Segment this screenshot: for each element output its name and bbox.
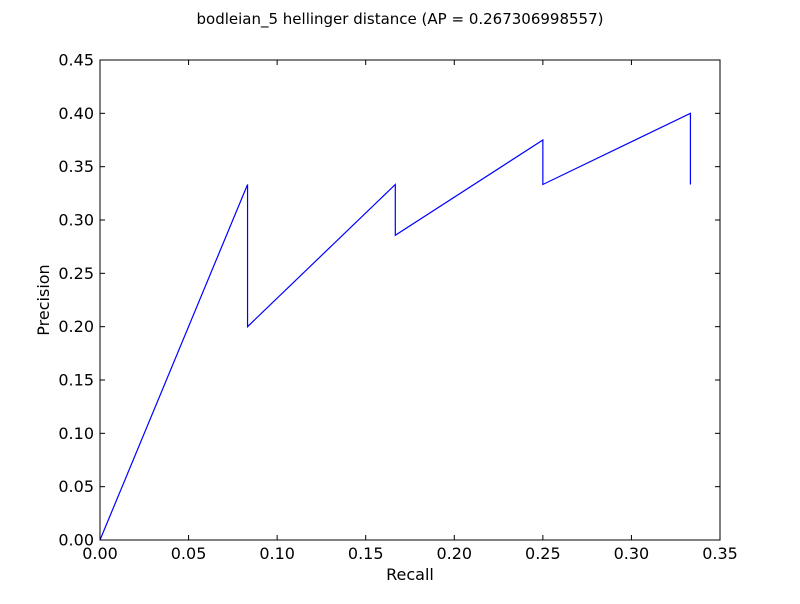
- y-tick-label: 0.35: [58, 157, 94, 176]
- y-tick-label: 0.15: [58, 371, 94, 390]
- x-tick-label: 0.10: [259, 544, 295, 563]
- chart-title: bodleian_5 hellinger distance (AP = 0.26…: [197, 10, 604, 29]
- x-tick-label: 0.20: [436, 544, 472, 563]
- x-tick-label: 0.00: [82, 544, 118, 563]
- y-tick-label: 0.45: [58, 51, 94, 70]
- y-tick-label: 0.00: [58, 531, 94, 550]
- y-tick-label: 0.40: [58, 104, 94, 123]
- y-tick-label: 0.05: [58, 477, 94, 496]
- x-axis-label: Recall: [386, 565, 434, 584]
- x-tick-label: 0.30: [614, 544, 650, 563]
- plot-frame: [99, 59, 721, 541]
- y-tick-label: 0.30: [58, 211, 94, 230]
- y-axis-label: Precision: [34, 264, 53, 335]
- plot-area: 0.00 0.05 0.10 0.15 0.20 0.25 0.30 0.35 0.00 0.05…: [58, 51, 737, 564]
- x-tick-label: 0.15: [348, 544, 384, 563]
- x-tick-label: 0.05: [171, 544, 207, 563]
- x-tick-label: 0.25: [525, 544, 561, 563]
- series-line-0: [99, 112, 692, 541]
- y-tick-label: 0.20: [58, 317, 94, 336]
- x-tick-label: 0.35: [702, 544, 738, 563]
- y-tick-label: 0.10: [58, 424, 94, 443]
- y-tick-label: 0.25: [58, 264, 94, 283]
